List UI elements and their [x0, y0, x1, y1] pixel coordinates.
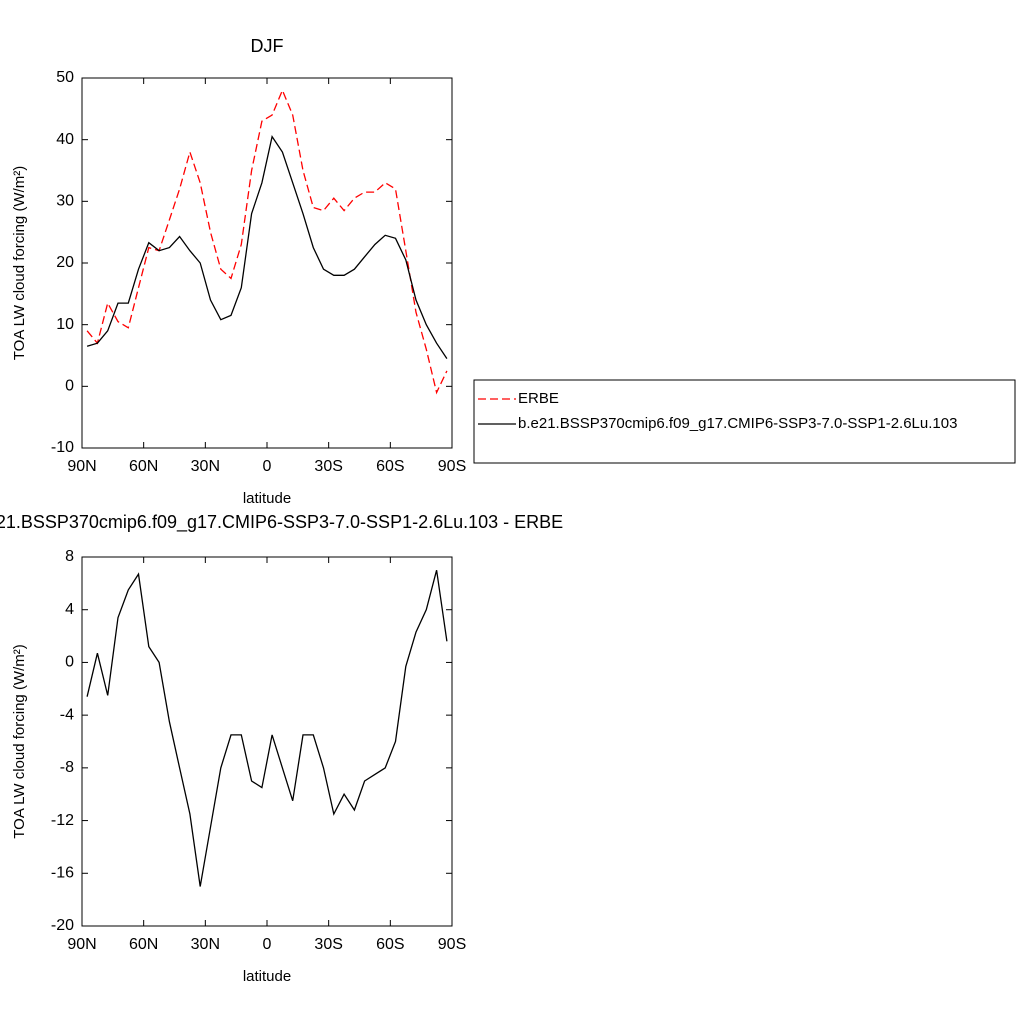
data-line — [86, 88, 448, 395]
x-tick-label: 0 — [263, 936, 272, 953]
x-tick-label: 30S — [314, 936, 342, 953]
y-tick-label: 0 — [65, 654, 74, 671]
y-tick-label: -4 — [60, 706, 74, 723]
y-tick-label: 50 — [56, 69, 74, 86]
y-tick-label: 20 — [56, 254, 74, 271]
y-tick-label: 40 — [56, 131, 74, 148]
x-tick-label: 60S — [376, 936, 404, 953]
y-tick-label: -8 — [60, 759, 74, 776]
y-tick-label: -20 — [51, 917, 74, 934]
data-line — [86, 134, 448, 359]
x-tick-label: 30S — [314, 458, 342, 475]
y-tick-label: 10 — [56, 316, 74, 333]
y-tick-label: 8 — [65, 548, 74, 565]
y-tick-label: -10 — [51, 439, 74, 456]
y-tick-label: 30 — [56, 193, 74, 210]
x-tick-label: 90S — [438, 458, 466, 475]
x-tick-label: 30N — [191, 936, 220, 953]
x-tick-label: 30N — [191, 458, 220, 475]
y-axis-label: TOA LW cloud forcing (W/m²) — [11, 644, 28, 838]
y-tick-label: 0 — [65, 378, 74, 395]
x-axis-label: latitude — [243, 968, 291, 985]
x-tick-label: 90N — [67, 458, 96, 475]
x-tick-label: 60N — [129, 936, 158, 953]
x-tick-label: 60S — [376, 458, 404, 475]
legend-label: ERBE — [518, 390, 559, 407]
plot-frame — [81, 77, 453, 449]
legend-label: b.e21.BSSP370cmip6.f09_g17.CMIP6-SSP3-7.… — [518, 415, 957, 432]
legend-box — [473, 379, 1016, 464]
y-axis-label: TOA LW cloud forcing (W/m²) — [11, 166, 28, 360]
x-tick-label: 90S — [438, 936, 466, 953]
x-tick-label: 0 — [263, 458, 272, 475]
plot-frame — [81, 556, 453, 927]
x-tick-label: 90N — [67, 936, 96, 953]
data-line — [86, 570, 448, 887]
x-axis-label: latitude — [243, 490, 291, 507]
chart-title: DJF — [251, 36, 284, 56]
y-tick-label: -16 — [51, 865, 74, 882]
x-tick-label: 60N — [129, 458, 158, 475]
y-tick-label: 4 — [65, 601, 74, 618]
chart-title: b.e21.BSSP370cmip6.f09_g17.CMIP6-SSP3-7.… — [0, 512, 563, 533]
y-tick-label: -12 — [51, 812, 74, 829]
